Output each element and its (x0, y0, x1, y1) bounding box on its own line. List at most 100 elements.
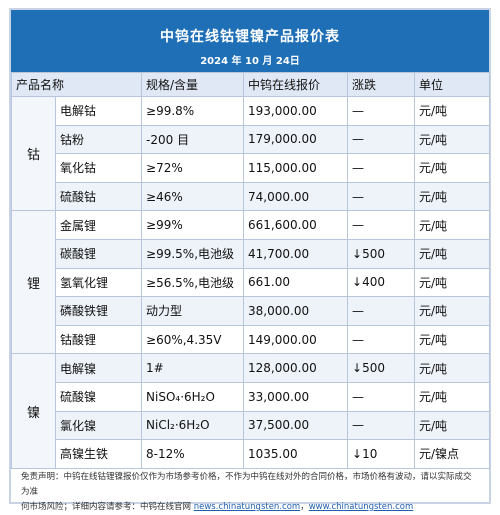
unit-cell: 元/吨 (414, 181, 491, 212)
disclaimer-text: 何市场风险；详细内容请参考：中钨在线官网 (21, 502, 192, 512)
category-cell: 钴 (11, 95, 56, 212)
price-cell: 128,000.00 (243, 353, 349, 383)
product-name-cell: 碳酸锂 (54, 238, 143, 269)
sheet-header: 中钨在线钴锂镍产品报价表 2024 年 10 月 24日 (11, 10, 489, 72)
col-header-price: 中钨在线报价 (243, 72, 349, 97)
disclaimer-line-2: 何市场风险；详细内容请参考：中钨在线官网 news.chinatungsten.… (21, 500, 479, 515)
table-row: 锂金属锂 ≥99% 661,600.00— 元/吨 (11, 210, 491, 355)
col-header-unit: 单位 (414, 72, 491, 97)
sheet-date: 2024 年 10 月 24日 (200, 56, 300, 67)
website-link[interactable]: www.chinatungsten.com (308, 502, 414, 512)
price-cell: 33,000.00 (243, 381, 349, 412)
product-name-cell: 电解钴 (54, 96, 143, 126)
unit-cell: 元/吨 (414, 124, 491, 155)
change-cell: — (347, 96, 416, 126)
unit-cell: 元/吨 (414, 267, 491, 298)
spec-cell: ≥99% (141, 210, 245, 240)
price-cell: 1035.00 (243, 439, 349, 469)
news-link[interactable]: news.chinatungsten.com (193, 502, 301, 512)
spec-cell: ≥56.5%,电池级 (141, 267, 245, 298)
price-cell: 661.00 (243, 267, 349, 298)
table-row: 镍电解镍 1# 128,000.00 ↓500 元/吨 (11, 353, 491, 469)
table-row: 钴电解钴 ≥99.8% 193,000.00— 元/吨 (11, 95, 491, 212)
product-name-cell: 氢氧化锂 (54, 267, 143, 298)
spec-cell: ≥60%,4.35V (141, 324, 245, 355)
sheet-title: 中钨在线钴锂镍产品报价表 (160, 29, 340, 45)
change-cell: — (347, 381, 416, 412)
unit-cell: 元/吨 (414, 96, 491, 126)
price-cell: 661,600.00 (243, 210, 349, 240)
product-name-cell: 钴酸锂 (54, 324, 143, 355)
change-cell: — (347, 181, 416, 212)
change-cell: ↓10 (347, 439, 416, 469)
product-name-cell: 磷酸铁锂 (54, 296, 143, 326)
price-sheet: 中钨在线钴锂镍产品报价表 2024 年 10 月 24日 产品名称 规格/含量 … (9, 8, 491, 512)
unit-cell: 元/吨 (414, 238, 491, 269)
unit-cell: 元/镍点 (414, 439, 491, 469)
spec-cell: 1# (141, 353, 245, 383)
table-row: 氯化镍 NiCl₂·6H₂O 37,500.00— 元/吨 (12, 410, 491, 441)
price-table: 产品名称 规格/含量 中钨在线报价 涨跌 单位 钴电解钴 ≥99.8% 193,00… (10, 72, 491, 469)
table-row: 钴酸锂 ≥60%,4.35V 149,000.00— 元/吨 (12, 324, 491, 355)
table-row: 硫酸镍 NiSO₄·6H₂O 33,000.00— 元/吨 (12, 381, 491, 412)
unit-cell: 元/吨 (414, 210, 491, 240)
table-body: 钴电解钴 ≥99.8% 193,000.00— 元/吨 钴粉 -200 目 179,000.… (11, 95, 491, 469)
spec-cell: ≥99.5%,电池级 (141, 238, 245, 269)
change-cell: — (347, 296, 416, 326)
price-cell: 41,700.00 (243, 238, 349, 269)
col-header-change: 涨跌 (347, 72, 416, 97)
table-row: 高镍生铁 8-12% 1035.00 ↓10 元/镍点 (12, 439, 491, 469)
spec-cell: ≥72% (141, 153, 245, 183)
change-cell: — (347, 324, 416, 355)
unit-cell: 元/吨 (414, 296, 491, 326)
change-cell: — (347, 124, 416, 155)
spec-cell: 动力型 (141, 296, 245, 326)
spec-cell: ≥46% (141, 181, 245, 212)
col-header-product: 产品名称 (10, 72, 143, 97)
unit-cell: 元/吨 (414, 381, 491, 412)
spec-cell: NiSO₄·6H₂O (141, 381, 245, 412)
spec-cell: ≥99.8% (141, 96, 245, 126)
disclaimer-line-1: 免责声明：中钨在线钴锂镍报价仅作为市场参考价格，不作为中钨在线对外的合同价格，市… (21, 472, 472, 497)
spec-cell: -200 目 (141, 124, 245, 155)
change-cell: — (347, 210, 416, 240)
product-name-cell: 硫酸钴 (54, 181, 143, 212)
unit-cell: 元/吨 (414, 324, 491, 355)
table-header-row: 产品名称 规格/含量 中钨在线报价 涨跌 单位 (10, 72, 491, 97)
table-row: 碳酸锂 ≥99.5%,电池级 41,700.00 ↓500 元/吨 (12, 238, 491, 269)
change-cell: — (347, 153, 416, 183)
spec-cell: 8-12% (141, 439, 245, 469)
price-cell: 74,000.00 (243, 181, 349, 212)
category-cell: 镍 (11, 353, 56, 469)
product-name-cell: 氯化镍 (54, 410, 143, 441)
price-cell: 115,000.00 (243, 153, 349, 183)
spec-cell: NiCl₂·6H₂O (141, 410, 245, 441)
price-cell: 179,000.00 (243, 124, 349, 155)
product-name-cell: 电解镍 (54, 353, 143, 383)
link-separator: ， (300, 502, 309, 512)
product-name-cell: 氧化钴 (54, 153, 143, 183)
unit-cell: 元/吨 (414, 153, 491, 183)
table-row: 钴粉 -200 目 179,000.00— 元/吨 (12, 124, 491, 155)
price-cell: 149,000.00 (243, 324, 349, 355)
change-cell: ↓500 (347, 353, 416, 383)
unit-cell: 元/吨 (414, 410, 491, 441)
unit-cell: 元/吨 (414, 353, 491, 383)
product-name-cell: 硫酸镍 (54, 381, 143, 412)
product-name-cell: 金属锂 (54, 210, 143, 240)
product-name-cell: 钴粉 (54, 124, 143, 155)
table-row: 硫酸钴 ≥46% 74,000.00— 元/吨 (12, 181, 491, 212)
price-cell: 193,000.00 (243, 96, 349, 126)
product-name-cell: 高镍生铁 (54, 439, 143, 469)
change-cell: ↓400 (347, 267, 416, 298)
change-cell: ↓500 (347, 238, 416, 269)
table-row: 磷酸铁锂 动力型 38,000.00— 元/吨 (12, 296, 491, 326)
table-row: 氧化钴 ≥72% 115,000.00— 元/吨 (12, 153, 491, 183)
price-cell: 37,500.00 (243, 410, 349, 441)
change-cell: — (347, 410, 416, 441)
col-header-spec: 规格/含量 (141, 72, 245, 97)
category-cell: 锂 (11, 210, 56, 355)
price-cell: 38,000.00 (243, 296, 349, 326)
disclaimer: 免责声明：中钨在线钴锂镍报价仅作为市场参考价格，不作为中钨在线对外的合同价格，市… (11, 466, 489, 512)
table-row: 氢氧化锂 ≥56.5%,电池级 661.00 ↓400 元/吨 (12, 267, 491, 298)
